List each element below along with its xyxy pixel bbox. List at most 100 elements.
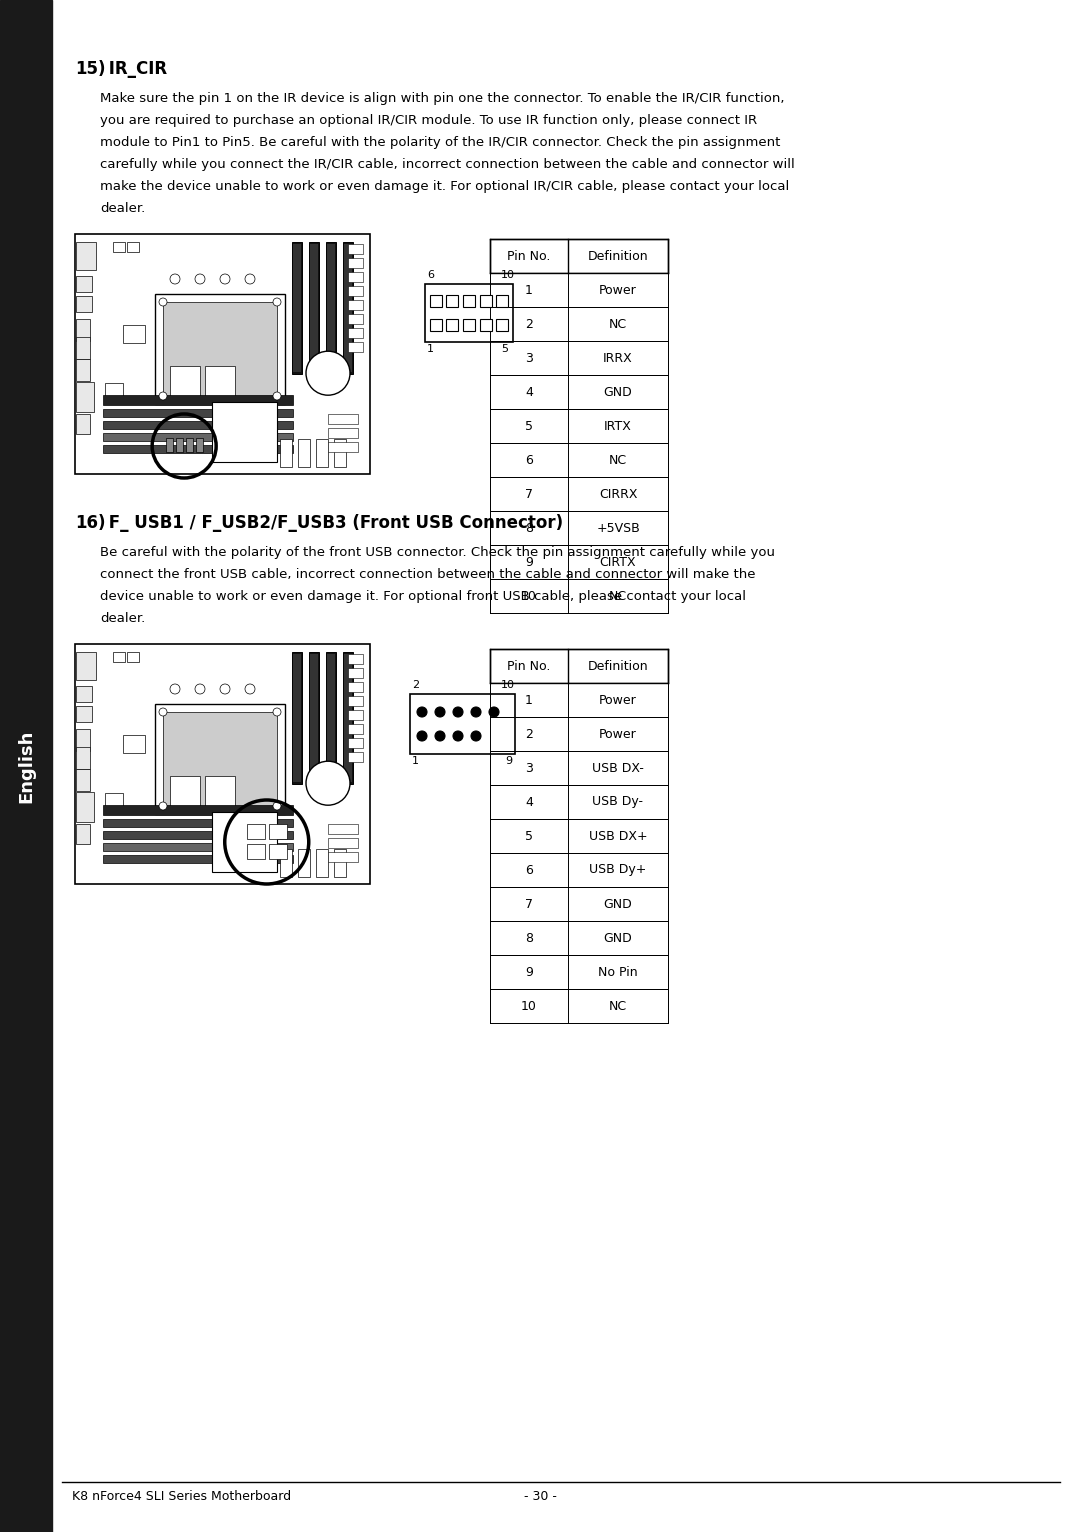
- Bar: [103, 832, 293, 840]
- Bar: [316, 849, 328, 876]
- Bar: [490, 306, 669, 342]
- Bar: [463, 296, 475, 308]
- Text: 2: 2: [525, 728, 532, 740]
- Text: 8: 8: [525, 521, 534, 535]
- Text: 7: 7: [525, 487, 534, 501]
- Bar: [163, 712, 276, 806]
- Text: 10: 10: [501, 680, 515, 689]
- Bar: [170, 777, 200, 806]
- Bar: [246, 824, 265, 840]
- Text: 10: 10: [501, 270, 515, 280]
- Bar: [103, 855, 293, 863]
- Circle shape: [435, 731, 445, 741]
- Bar: [490, 650, 669, 683]
- Text: 8: 8: [525, 931, 534, 945]
- Bar: [280, 440, 292, 467]
- Bar: [328, 838, 357, 849]
- Bar: [76, 319, 90, 342]
- Bar: [334, 849, 346, 876]
- Text: dealer.: dealer.: [100, 202, 145, 214]
- Circle shape: [453, 731, 463, 741]
- Circle shape: [159, 801, 167, 810]
- Bar: [328, 852, 357, 863]
- Bar: [76, 276, 92, 293]
- Bar: [113, 653, 125, 662]
- Bar: [246, 844, 265, 859]
- Circle shape: [159, 708, 167, 715]
- Bar: [446, 296, 458, 308]
- Bar: [490, 784, 669, 820]
- Bar: [348, 342, 363, 352]
- Bar: [348, 725, 363, 734]
- Bar: [76, 242, 96, 270]
- Bar: [348, 244, 363, 254]
- Bar: [103, 409, 293, 417]
- Circle shape: [159, 299, 167, 306]
- Bar: [76, 381, 94, 412]
- Bar: [76, 358, 90, 381]
- Bar: [490, 512, 669, 545]
- Bar: [446, 319, 458, 331]
- Circle shape: [159, 392, 167, 400]
- Bar: [490, 409, 669, 443]
- Text: 1: 1: [525, 694, 532, 706]
- Text: F_ USB1 / F_USB2/F_USB3 (Front USB Connector): F_ USB1 / F_USB2/F_USB3 (Front USB Conne…: [103, 515, 563, 532]
- Bar: [76, 729, 90, 751]
- Bar: [76, 769, 90, 791]
- Bar: [348, 654, 363, 663]
- Text: 2: 2: [525, 317, 532, 331]
- Bar: [490, 545, 669, 579]
- Circle shape: [435, 706, 445, 717]
- Bar: [292, 653, 302, 784]
- Text: you are required to purchase an optional IR/CIR module. To use IR function only,: you are required to purchase an optional…: [100, 113, 757, 127]
- Bar: [0, 0, 52, 1532]
- Bar: [309, 653, 319, 784]
- Bar: [490, 273, 669, 306]
- Bar: [75, 643, 370, 884]
- Bar: [348, 738, 363, 748]
- Bar: [113, 242, 125, 251]
- Circle shape: [273, 299, 281, 306]
- Bar: [326, 242, 336, 374]
- Circle shape: [220, 274, 230, 283]
- Text: Be careful with the polarity of the front USB connector. Check the pin assignmen: Be careful with the polarity of the fron…: [100, 545, 775, 559]
- Text: NC: NC: [609, 590, 627, 602]
- Bar: [490, 820, 669, 853]
- Bar: [480, 296, 491, 308]
- Bar: [490, 717, 669, 751]
- Bar: [76, 748, 90, 769]
- Text: 3: 3: [525, 351, 532, 365]
- Bar: [156, 705, 285, 813]
- Text: NC: NC: [609, 453, 627, 467]
- Text: 10: 10: [521, 999, 537, 1013]
- Text: dealer.: dealer.: [100, 611, 145, 625]
- Bar: [163, 302, 276, 395]
- Text: 7: 7: [525, 898, 534, 910]
- Bar: [410, 694, 515, 754]
- Text: CIRRX: CIRRX: [598, 487, 637, 501]
- Bar: [328, 443, 357, 452]
- Bar: [176, 438, 184, 452]
- Bar: [490, 921, 669, 954]
- Circle shape: [245, 274, 255, 283]
- Bar: [310, 244, 318, 372]
- Bar: [490, 990, 669, 1023]
- Text: connect the front USB cable, incorrect connection between the cable and connecto: connect the front USB cable, incorrect c…: [100, 568, 756, 581]
- Text: USB Dy-: USB Dy-: [593, 795, 644, 809]
- Bar: [103, 804, 293, 815]
- Circle shape: [417, 731, 427, 741]
- Bar: [328, 427, 357, 438]
- Bar: [103, 843, 293, 852]
- Text: English: English: [17, 729, 35, 803]
- Bar: [490, 443, 669, 476]
- Text: Pin No.: Pin No.: [508, 250, 551, 262]
- Bar: [269, 844, 287, 859]
- Bar: [293, 654, 301, 781]
- Text: NC: NC: [609, 317, 627, 331]
- Bar: [348, 314, 363, 323]
- Text: USB Dy+: USB Dy+: [590, 864, 647, 876]
- Circle shape: [273, 801, 281, 810]
- Text: 16): 16): [75, 515, 106, 532]
- Bar: [76, 792, 94, 823]
- Bar: [326, 653, 336, 784]
